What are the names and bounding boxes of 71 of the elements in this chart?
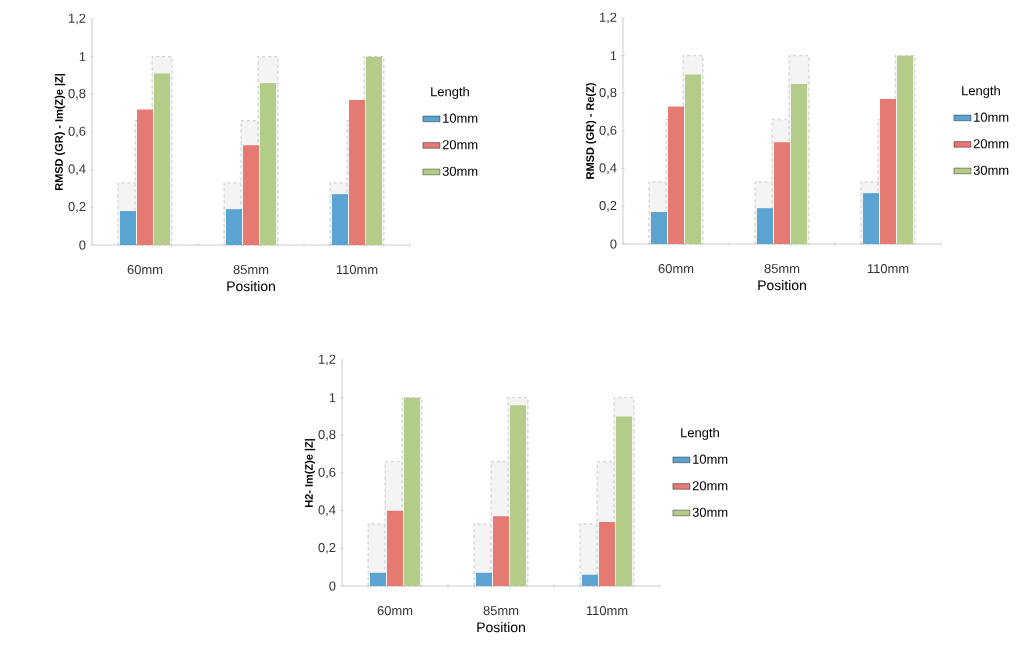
- y-tick-label: 0,2: [599, 200, 617, 212]
- legend-label: 20mm: [442, 140, 478, 150]
- bar: [243, 145, 260, 245]
- bar: [668, 106, 685, 244]
- bar: [599, 521, 616, 586]
- x-tick-label: 85mm: [233, 265, 269, 275]
- y-tick-label: 0: [329, 581, 336, 591]
- bar: [476, 572, 493, 586]
- y-axis-title: H2- Im(Z)e |Z|: [304, 439, 316, 507]
- legend-label: 30mm: [973, 165, 1009, 175]
- y-tick-label: 1: [79, 52, 86, 62]
- bar: [651, 211, 668, 244]
- x-axis-title: Position: [758, 280, 806, 291]
- x-tick-label: 60mm: [377, 606, 413, 616]
- bar: [120, 211, 137, 245]
- bar: [757, 208, 774, 244]
- y-tick-label: 1,2: [318, 354, 336, 366]
- y-tick-label: 0: [610, 239, 617, 249]
- legend-label: 30mm: [692, 507, 728, 517]
- y-tick-label: 1: [610, 51, 617, 61]
- y-tick-label: 0,8: [599, 87, 617, 99]
- bar: [493, 516, 510, 586]
- bar: [791, 83, 808, 244]
- legend-label: 10mm: [443, 113, 478, 123]
- bar: [137, 109, 154, 245]
- y-tick-label: 0,4: [599, 163, 617, 174]
- bar: [863, 193, 880, 244]
- bar: [226, 209, 243, 245]
- bar: [685, 74, 702, 244]
- x-tick-label: 110mm: [867, 264, 909, 274]
- bar: [774, 142, 791, 244]
- legend-label: 30mm: [442, 166, 478, 176]
- legend-label: 20mm: [692, 481, 728, 491]
- bar: [387, 510, 404, 586]
- y-tick-label: 0,8: [318, 429, 336, 441]
- bar: [332, 194, 349, 245]
- x-tick-label: 110mm: [336, 265, 378, 275]
- bar: [370, 572, 387, 586]
- y-tick-label: 0,2: [68, 201, 86, 213]
- y-tick-label: 0,6: [318, 467, 336, 479]
- legend-title: Length: [962, 85, 1000, 98]
- bar: [260, 83, 277, 245]
- y-tick-label: 0,4: [68, 164, 86, 175]
- bar: [154, 73, 171, 245]
- y-tick-label: 1: [329, 393, 336, 403]
- y-tick-label: 1,2: [599, 12, 617, 24]
- x-axis-title: Position: [227, 281, 275, 292]
- x-tick-label: 60mm: [658, 264, 694, 274]
- legend-title: Length: [681, 427, 719, 440]
- bar: [616, 416, 633, 586]
- legend-label: 20mm: [973, 139, 1009, 149]
- legend-label: 10mm: [974, 112, 1009, 122]
- y-axis-title: RMSD (GR) - Re(Z): [585, 83, 597, 179]
- bar: [880, 98, 897, 244]
- y-tick-label: 0: [79, 240, 86, 250]
- y-tick-label: 0,2: [318, 542, 336, 554]
- bar: [349, 99, 366, 245]
- y-tick-label: 0,6: [599, 125, 617, 137]
- x-tick-label: 85mm: [764, 264, 800, 274]
- y-tick-label: 0,8: [68, 88, 86, 100]
- y-tick-label: 0,4: [318, 505, 336, 516]
- x-axis-title: Position: [477, 622, 525, 633]
- legend-label: 10mm: [693, 454, 728, 464]
- y-axis-title: RMSD (GR) - Im(Z)e |Z|: [54, 74, 66, 191]
- legend-title: Length: [431, 86, 469, 99]
- bar: [582, 574, 599, 586]
- x-tick-label: 85mm: [483, 606, 519, 616]
- y-tick-label: 1,2: [68, 13, 86, 25]
- x-tick-label: 60mm: [127, 265, 163, 275]
- x-tick-label: 110mm: [586, 606, 628, 616]
- y-tick-label: 0,6: [68, 126, 86, 138]
